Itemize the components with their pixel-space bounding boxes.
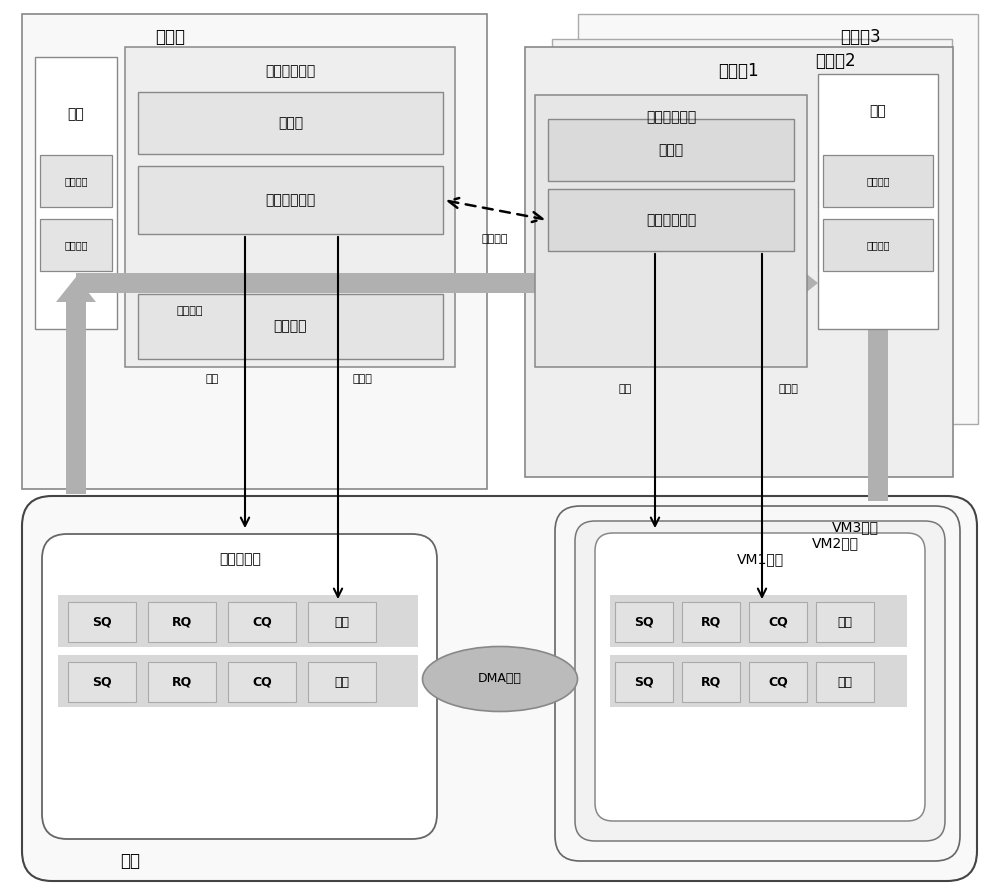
Text: 宿主机: 宿主机 <box>155 28 185 46</box>
Text: 主存: 主存 <box>870 104 886 118</box>
Text: SQ: SQ <box>92 615 112 629</box>
Text: 消息缓冲: 消息缓冲 <box>64 176 88 186</box>
Text: 消息库: 消息库 <box>278 116 303 130</box>
Text: RQ: RQ <box>701 676 721 688</box>
FancyBboxPatch shape <box>575 521 945 841</box>
FancyBboxPatch shape <box>42 534 437 839</box>
Text: 硬件设备驱动: 硬件设备驱动 <box>265 193 316 207</box>
Text: 门铃: 门铃 <box>334 676 350 688</box>
Bar <box>40 219 112 271</box>
Bar <box>610 595 907 647</box>
FancyBboxPatch shape <box>22 496 977 881</box>
Bar <box>816 602 874 642</box>
Bar <box>818 74 938 329</box>
Bar <box>148 602 216 642</box>
Bar <box>615 602 673 642</box>
Bar <box>749 662 807 702</box>
Text: 按门铃: 按门铃 <box>352 374 372 384</box>
Text: CQ: CQ <box>252 676 272 688</box>
Text: 配置: 配置 <box>618 384 632 394</box>
Text: CQ: CQ <box>768 676 788 688</box>
Bar <box>308 602 376 642</box>
Text: 虚拟设备驱动: 虚拟设备驱动 <box>646 213 696 227</box>
Bar <box>610 655 907 707</box>
FancyBboxPatch shape <box>595 533 925 821</box>
Bar <box>228 602 296 642</box>
Text: SQ: SQ <box>634 676 654 688</box>
Text: DMA引擎: DMA引擎 <box>478 672 522 685</box>
Text: 门铃: 门铃 <box>334 615 350 629</box>
Bar <box>525 47 953 477</box>
Bar <box>68 602 136 642</box>
Text: RQ: RQ <box>172 615 192 629</box>
Text: CQ: CQ <box>768 615 788 629</box>
Text: 宿主机软件栈: 宿主机软件栈 <box>265 64 315 78</box>
Bar <box>228 662 296 702</box>
Bar <box>552 39 952 449</box>
Bar <box>682 602 740 642</box>
Bar <box>823 155 933 207</box>
Text: 数据通路: 数据通路 <box>177 306 203 316</box>
Bar <box>138 294 443 359</box>
Bar <box>35 57 117 329</box>
Text: 消息缓冲: 消息缓冲 <box>866 176 890 186</box>
Bar <box>816 662 874 702</box>
Bar <box>578 14 978 424</box>
Bar <box>535 95 807 367</box>
Text: VM1资源: VM1资源 <box>736 552 784 566</box>
Text: 资源位图: 资源位图 <box>274 319 307 333</box>
Polygon shape <box>76 263 818 303</box>
Text: RQ: RQ <box>701 615 721 629</box>
Text: 核间中断: 核间中断 <box>482 234 508 244</box>
Bar <box>68 662 136 702</box>
Polygon shape <box>858 277 898 501</box>
Text: 主存: 主存 <box>68 107 84 121</box>
Bar <box>823 219 933 271</box>
Bar <box>308 662 376 702</box>
Text: 按门铃: 按门铃 <box>778 384 798 394</box>
Bar <box>22 14 487 489</box>
Polygon shape <box>56 277 96 494</box>
Text: 宿主机资源: 宿主机资源 <box>219 552 261 566</box>
Text: 门铃: 门铃 <box>837 676 852 688</box>
Bar <box>682 662 740 702</box>
Text: VM3资源: VM3资源 <box>832 520 879 534</box>
FancyBboxPatch shape <box>555 506 960 861</box>
Ellipse shape <box>422 646 578 711</box>
Bar <box>548 189 794 251</box>
Bar <box>148 662 216 702</box>
Text: SQ: SQ <box>634 615 654 629</box>
Text: 门铃: 门铃 <box>837 615 852 629</box>
Bar <box>138 166 443 234</box>
Bar <box>138 92 443 154</box>
Text: 队列缓冲: 队列缓冲 <box>64 240 88 250</box>
Text: 虚拟机软件栈: 虚拟机软件栈 <box>646 110 696 124</box>
Text: 队列缓冲: 队列缓冲 <box>866 240 890 250</box>
Text: 虚拟机2: 虚拟机2 <box>815 52 855 70</box>
Text: 消息库: 消息库 <box>658 143 684 157</box>
Bar <box>548 119 794 181</box>
Text: SQ: SQ <box>92 676 112 688</box>
Bar <box>615 662 673 702</box>
Text: 配置: 配置 <box>205 374 219 384</box>
Text: CQ: CQ <box>252 615 272 629</box>
Text: 网卡: 网卡 <box>120 852 140 870</box>
Bar <box>58 655 418 707</box>
Bar <box>125 47 455 367</box>
Text: RQ: RQ <box>172 676 192 688</box>
Text: VM2资源: VM2资源 <box>812 536 858 550</box>
Bar <box>749 602 807 642</box>
Text: 虚拟机1: 虚拟机1 <box>718 62 758 80</box>
Bar <box>40 155 112 207</box>
Text: 虚拟机3: 虚拟机3 <box>840 28 880 46</box>
Bar <box>58 595 418 647</box>
